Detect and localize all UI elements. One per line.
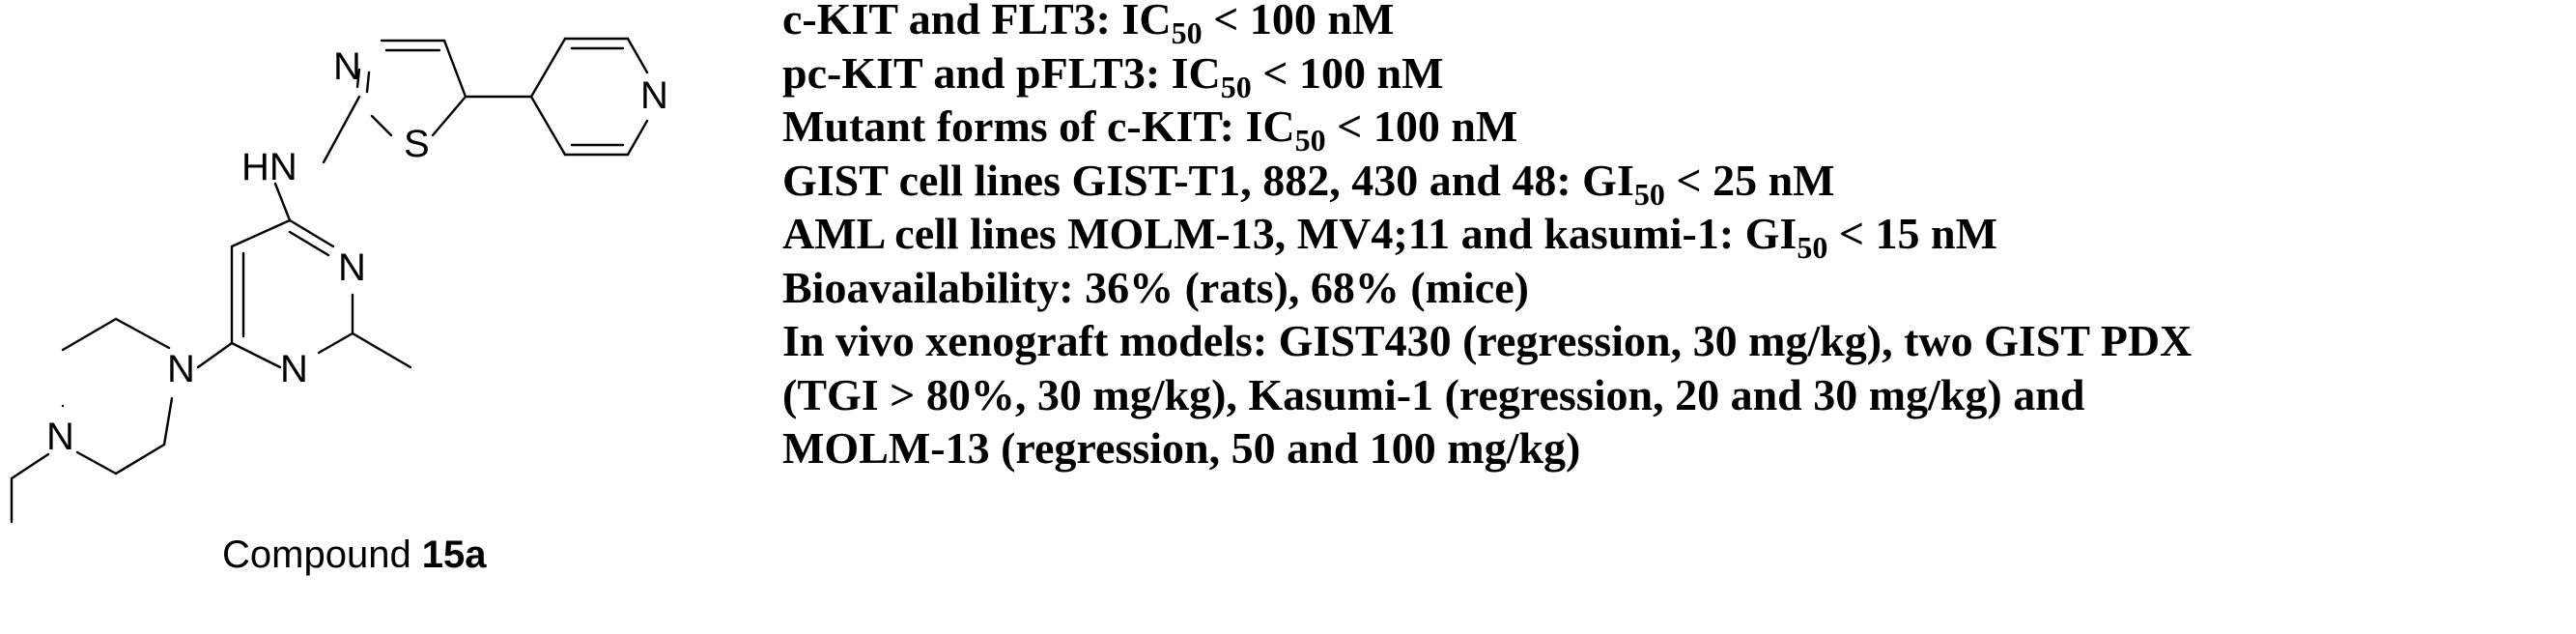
compound-caption: Compound 15a <box>222 533 487 577</box>
property-subscript: 50 <box>1294 123 1326 158</box>
property-line: GIST cell lines GIST-T1, 882, 430 and 48… <box>782 154 2192 210</box>
thiazole-s-label: S <box>404 123 430 165</box>
property-line: Mutant forms of c-KIT: IC50 < 100 nM <box>782 100 2192 156</box>
caption-prefix: Compound <box>222 533 422 576</box>
property-line: AML cell lines MOLM-13, MV4;11 and kasum… <box>782 207 2192 263</box>
property-subscript: 50 <box>1797 230 1828 265</box>
property-line: In vivo xenograft models: GIST430 (regre… <box>782 314 2192 368</box>
property-text: GIST cell lines GIST-T1, 882, 430 and 48… <box>782 155 1634 205</box>
property-value: < 100 nM <box>1202 0 1395 43</box>
property-text: In vivo xenograft models: GIST430 (regre… <box>782 316 2193 365</box>
property-value: < 15 nM <box>1827 209 1998 258</box>
piperazine-n-right-label: N <box>167 348 195 390</box>
property-line: pc-KIT and pFLT3: IC50 < 100 nM <box>782 46 2192 104</box>
piperazine-n-left-label: N <box>46 416 74 458</box>
compound-id: 15a <box>421 533 487 576</box>
property-text: pc-KIT and pFLT3: IC <box>782 47 1221 98</box>
property-text: Bioavailability: 36% (rats), 68% (mice) <box>782 262 1529 312</box>
property-text: c-KIT and FLT3: IC <box>782 0 1172 43</box>
property-text: Mutant forms of c-KIT: IC <box>782 101 1295 151</box>
property-text: AML cell lines MOLM-13, MV4;11 and kasum… <box>782 209 1798 258</box>
thiazole-n-label: N <box>333 45 361 88</box>
property-line: c-KIT and FLT3: IC50 < 100 nM <box>782 0 2192 48</box>
property-line: Bioavailability: 36% (rats), 68% (mice) <box>782 261 2192 315</box>
property-value: < 100 nM <box>1325 101 1518 151</box>
property-text: MOLM-13 (regression, 50 and 100 mg/kg) <box>782 423 1581 473</box>
property-subscript: 50 <box>1633 176 1665 212</box>
property-subscript: 50 <box>1171 15 1203 50</box>
atom-labels: N S N HN N N N N <box>46 45 668 458</box>
property-value: < 100 nM <box>1251 47 1444 98</box>
amine-nh-label: HN <box>241 146 297 188</box>
property-text: (TGI > 80%, 30 mg/kg), Kasumi-1 (regress… <box>782 369 2085 419</box>
property-line: (TGI > 80%, 30 mg/kg), Kasumi-1 (regress… <box>782 368 2192 422</box>
bonds <box>10 37 649 524</box>
pyrimidine-n-top-label: N <box>338 246 366 289</box>
property-line: MOLM-13 (regression, 50 and 100 mg/kg) <box>782 421 2192 476</box>
property-subscript: 50 <box>1220 69 1252 104</box>
compound-15a-structure: N S N HN N N N N <box>10 37 668 524</box>
pyrimidine-n-bottom-label: N <box>280 348 308 390</box>
property-value: < 25 nM <box>1664 155 1835 205</box>
pyridine-n-label: N <box>640 74 668 117</box>
property-list: c-KIT and FLT3: IC50 < 100 nM pc-KIT and … <box>782 0 2192 476</box>
